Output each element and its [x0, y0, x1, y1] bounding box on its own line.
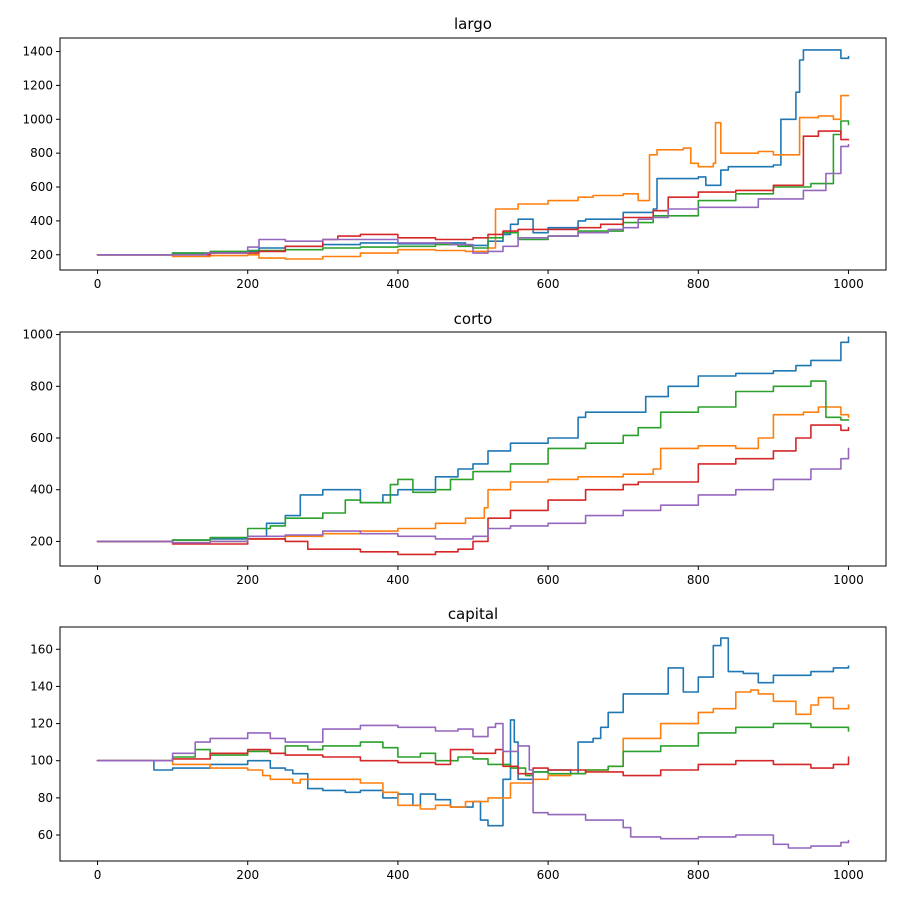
series-line-1: [96, 336, 850, 543]
y-tick-label: 600: [30, 180, 53, 194]
x-tick-label: 800: [687, 868, 710, 882]
tick-layer: 0 200 400 600 800 1000 60 80 100 120 140 160: [30, 642, 864, 882]
x-tick-label: 1000: [833, 277, 864, 291]
tick-layer: 0 200 400 600 800 1000 200 400 600 800 1000: [22, 328, 863, 587]
y-tick-label: 120: [30, 717, 53, 731]
x-tick-label: 800: [687, 277, 710, 291]
y-tick-label: 1000: [22, 112, 53, 126]
y-tick-label: 400: [30, 483, 53, 497]
y-tick-label: 600: [30, 431, 53, 445]
subplot-corto: corto 0 200 400 600 800 1000 200 400 600 800 1000: [22, 310, 887, 587]
chart-title: corto: [454, 310, 493, 328]
series-line-4: [96, 748, 850, 777]
series-layer: [96, 49, 850, 260]
y-tick-label: 160: [30, 642, 53, 656]
x-tick-label: 600: [537, 573, 560, 587]
x-tick-label: 1000: [833, 573, 864, 587]
series-line-5: [96, 143, 850, 256]
series-line-4: [96, 424, 850, 556]
subplot-capital: capital 0 200 400 600 800 1000 60 80 100 120 140 16…: [30, 605, 887, 882]
x-tick-label: 0: [94, 573, 102, 587]
x-tick-label: 0: [94, 868, 102, 882]
x-tick-label: 200: [236, 573, 259, 587]
y-tick-label: 200: [30, 534, 53, 548]
subplot-largo: largo 0 200 400 600 800 1000 200 400 600 800 1000 1…: [22, 15, 887, 291]
x-tick-label: 200: [236, 868, 259, 882]
y-tick-label: 80: [38, 791, 53, 805]
y-tick-label: 800: [30, 146, 53, 160]
y-tick-label: 60: [38, 828, 53, 842]
series-layer: [96, 637, 850, 849]
axes-frame: [59, 626, 887, 862]
y-tick-label: 100: [30, 754, 53, 768]
x-tick-label: 0: [94, 277, 102, 291]
y-tick-label: 1400: [22, 45, 53, 59]
x-tick-label: 400: [386, 573, 409, 587]
chart-title: largo: [454, 15, 492, 33]
series-line-5: [96, 447, 850, 544]
axes-frame: [59, 331, 887, 567]
x-tick-label: 400: [386, 277, 409, 291]
series-line-5: [96, 722, 850, 849]
y-tick-label: 200: [30, 248, 53, 262]
series-layer: [96, 336, 850, 556]
x-tick-label: 600: [537, 277, 560, 291]
x-tick-label: 200: [236, 277, 259, 291]
axes-frame: [59, 37, 887, 271]
y-tick-label: 400: [30, 214, 53, 228]
series-line-1: [96, 637, 850, 827]
series-line-3: [96, 722, 850, 777]
x-tick-label: 800: [687, 573, 710, 587]
series-line-2: [96, 406, 850, 544]
y-tick-label: 1200: [22, 78, 53, 92]
y-tick-label: 140: [30, 679, 53, 693]
x-tick-label: 1000: [833, 868, 864, 882]
x-tick-label: 400: [386, 868, 409, 882]
series-line-3: [96, 380, 850, 543]
chart-title: capital: [448, 605, 498, 623]
tick-layer: 0 200 400 600 800 1000 200 400 600 800 1000 1200 140…: [22, 45, 863, 291]
series-line-2: [96, 94, 850, 260]
y-tick-label: 1000: [22, 328, 53, 342]
x-tick-label: 600: [537, 868, 560, 882]
series-line-4: [96, 130, 850, 256]
y-tick-label: 800: [30, 379, 53, 393]
